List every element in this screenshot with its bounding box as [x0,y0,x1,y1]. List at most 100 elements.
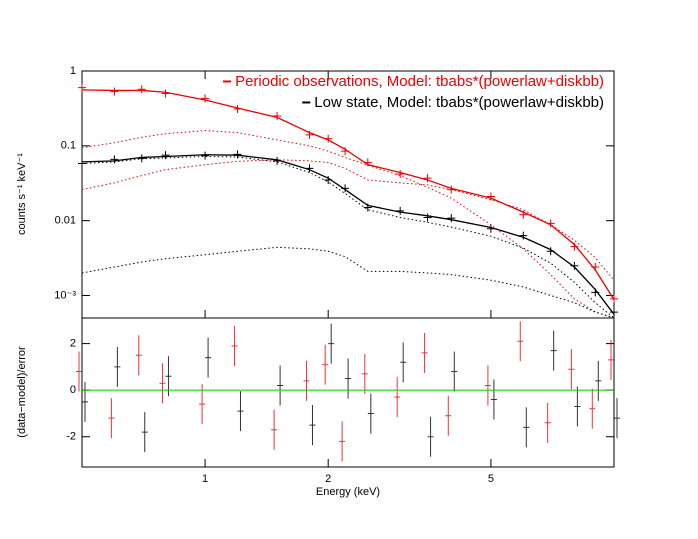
residual [490,379,497,420]
residual [484,365,491,406]
residual [108,398,115,439]
residual [568,349,575,390]
model-line [81,154,615,315]
x-tick-label: 2 [325,473,331,485]
y-axis-label: counts s⁻¹ keV⁻¹ [16,153,28,235]
residual [595,360,602,401]
data-point [610,308,618,317]
data-point [305,130,314,139]
residual [361,353,368,394]
legend-label: Periodic observations, Model: tbabs*(pow… [235,73,604,90]
residual [589,388,596,429]
data-point [324,134,333,143]
residual [237,391,244,432]
data-point [324,175,333,184]
model-component [81,155,615,319]
data-point [363,203,372,212]
model-line [81,89,615,300]
residual [367,393,374,434]
model-component [81,159,615,281]
data-point [591,263,600,272]
residual [608,339,614,380]
data-point [137,85,146,94]
data-point [396,170,405,179]
data-point [233,105,242,114]
residual [231,325,238,366]
data-point [161,89,170,98]
data-point [570,242,579,251]
y-tick-label: 10⁻³ [54,289,76,301]
data-point [341,184,350,193]
residual [277,365,284,406]
data-point [546,219,555,228]
model-component [81,246,615,319]
data-point [423,174,432,183]
data-point [546,247,555,256]
data-point [447,214,456,223]
residual [82,381,88,422]
residual [523,407,530,448]
residual [517,321,524,362]
data-point [519,210,528,219]
data-point [570,261,579,270]
data-point [110,87,119,96]
data-point [110,155,119,164]
data-point [305,164,314,173]
residual [271,409,278,450]
residual-tick-label: -2 [66,431,76,443]
residual [199,384,206,425]
residual [345,358,352,399]
data-point [447,185,456,194]
y-tick-label: 0.01 [55,215,76,227]
data-point [273,156,282,165]
residual [322,344,329,385]
data-point [201,151,210,160]
bottom-frame [81,317,615,468]
residual-tick-label: 2 [70,338,76,350]
model-component [81,130,615,319]
residual [445,395,452,436]
residual-axis-label: (data−model)/error [16,346,28,438]
x-axis-label: Energy (keV) [316,486,380,498]
residual [339,421,346,462]
residual [427,416,434,457]
residual [550,330,557,371]
residual [135,335,142,376]
residual [421,332,428,373]
data-point [78,83,86,92]
x-tick-label: 1 [202,473,208,485]
y-tick-label: 1 [70,65,76,77]
data-point [161,151,170,160]
data-point [591,288,600,297]
residual [400,342,407,383]
residual [614,398,620,439]
data-point [396,206,405,215]
residual [394,377,401,418]
residual [574,386,581,427]
data-point [423,213,432,222]
residual [328,323,335,364]
residual [141,412,148,453]
residual [159,363,166,404]
data-point [78,159,86,168]
data-point [341,147,350,156]
legend-label: Low state, Model: tbabs*(powerlaw+diskbb… [314,94,604,111]
data-point [610,294,618,303]
residual-tick-label: 0 [70,384,76,396]
residual [165,356,172,397]
residual [205,337,212,378]
residual [544,402,551,443]
x-tick-label: 5 [488,473,494,485]
y-tick-label: 0.1 [61,140,76,152]
data-point [201,94,210,103]
data-point [519,231,528,240]
data-point [486,192,495,201]
residual [76,351,82,392]
residual [303,360,310,401]
data-point [137,154,146,163]
data-point [233,150,242,159]
data-point [273,112,282,121]
residual [114,346,121,387]
residual [309,405,316,446]
